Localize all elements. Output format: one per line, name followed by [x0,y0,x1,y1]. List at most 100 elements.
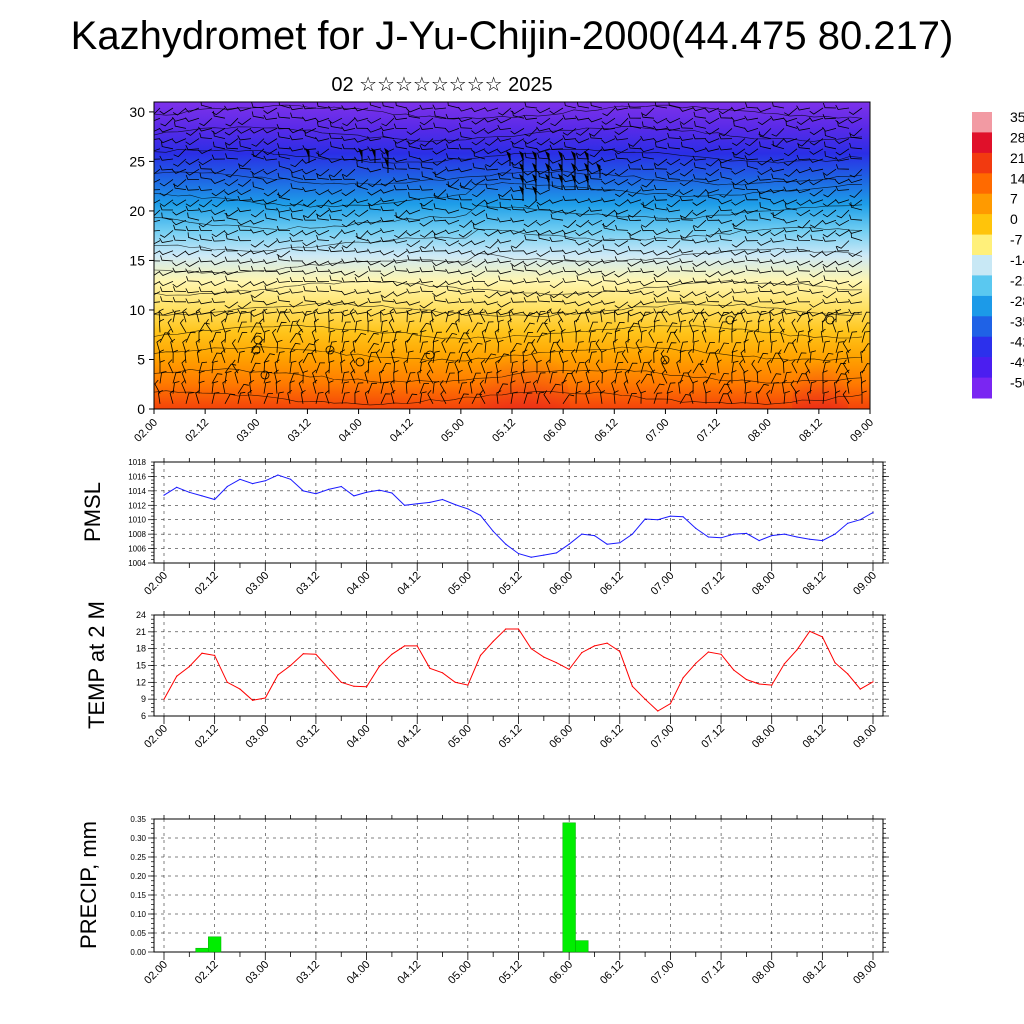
wind-barb [822,219,837,225]
wind-barb [692,277,707,283]
wind-barb [848,107,863,115]
cross-section-x-label: 06.12 [592,417,620,445]
wind-barb [601,332,613,343]
wind-barb [745,102,759,109]
wind-barb [705,237,720,243]
wind-barb [159,230,174,238]
wind-barb [471,250,486,257]
temp-2m-point [328,667,330,669]
temp-2m-point [467,684,469,686]
wind-barb [481,328,487,343]
wind-barb [575,291,590,296]
wind-barb [247,389,253,404]
wind-barb [434,171,447,180]
wind-barb [744,115,759,121]
wind-barb [744,331,753,343]
wind-barb [237,117,252,126]
wind-barb [250,249,265,255]
wind-barb [367,219,382,225]
wind-barb [419,219,434,227]
wind-barb [315,276,330,283]
wind-barb [154,240,161,245]
wind-barb [354,116,369,122]
wind-barb [806,308,812,323]
wind-barb [458,117,473,122]
wind-barb [185,268,200,274]
wind-barb [770,250,785,258]
wind-barb [289,207,304,213]
wind-barb [588,240,603,247]
temp-2m-point [404,645,406,647]
wind-barb [484,128,499,134]
wind-barb [259,318,265,333]
wind-barb [641,179,655,188]
wind-barb [446,143,460,150]
wind-barb [251,102,265,109]
wind-barb [354,106,369,112]
wind-barb [356,161,369,170]
wind-barb [784,234,798,241]
wind-barb [184,349,190,364]
wind-barb [835,219,850,226]
wind-barb [185,128,200,136]
wind-barbs [154,102,870,405]
precip-bar [195,947,209,953]
wind-barb [160,117,174,127]
wind-barb [549,281,564,289]
wind-barb [352,339,358,353]
wind-barb [458,156,473,162]
wind-barb [653,297,668,303]
wind-barb [601,186,616,192]
wind-barb [558,348,564,364]
cross-section-y-label: 20 [129,203,145,219]
colorbar-segment [972,295,992,317]
wind-pennant [531,173,537,189]
wind-barb [783,178,798,184]
wind-barb [692,134,707,140]
wind-barb [595,379,603,394]
wind-barb [394,230,408,239]
wind-barb [350,369,356,384]
wind-barb [185,298,200,304]
wind-barb [770,382,780,394]
wind-barb [316,234,330,241]
wind-barb [523,138,538,145]
wind-barb [432,216,447,222]
temp-2m-point [745,678,748,681]
wind-barb [718,342,730,353]
wind-barb [731,278,746,284]
wind-barb [380,308,386,323]
wind-barb [272,328,278,343]
wind-barb [263,179,278,184]
wind-barb [419,391,427,404]
wind-barb [822,352,834,364]
wind-barb [627,289,642,295]
wind-barb [536,199,551,206]
wind-barb [380,179,395,187]
wind-barb [484,117,499,123]
wind-barb [275,380,281,394]
wind-barb [445,352,456,364]
wind-barb [198,158,213,166]
wind-barb [224,209,239,217]
wind-barb [195,308,201,323]
wind-barb [702,318,708,333]
wind-barb [420,203,434,211]
wind-barb [290,244,304,252]
wind-barb [393,123,407,129]
wind-barb [224,329,231,343]
wind-barb [497,291,512,297]
temp-2m-point [176,675,178,677]
wind-barb [484,321,494,333]
wind-barb [758,131,772,139]
wind-barb [458,382,468,394]
temp-2m-x-label: 06.00 [547,723,575,751]
wind-barb [445,113,460,120]
wind-barb [588,268,603,274]
wind-barb [667,189,681,198]
wind-barb [705,158,720,167]
wind-barb [628,209,642,218]
wind-barb [181,379,187,394]
wind-barb [693,111,707,119]
